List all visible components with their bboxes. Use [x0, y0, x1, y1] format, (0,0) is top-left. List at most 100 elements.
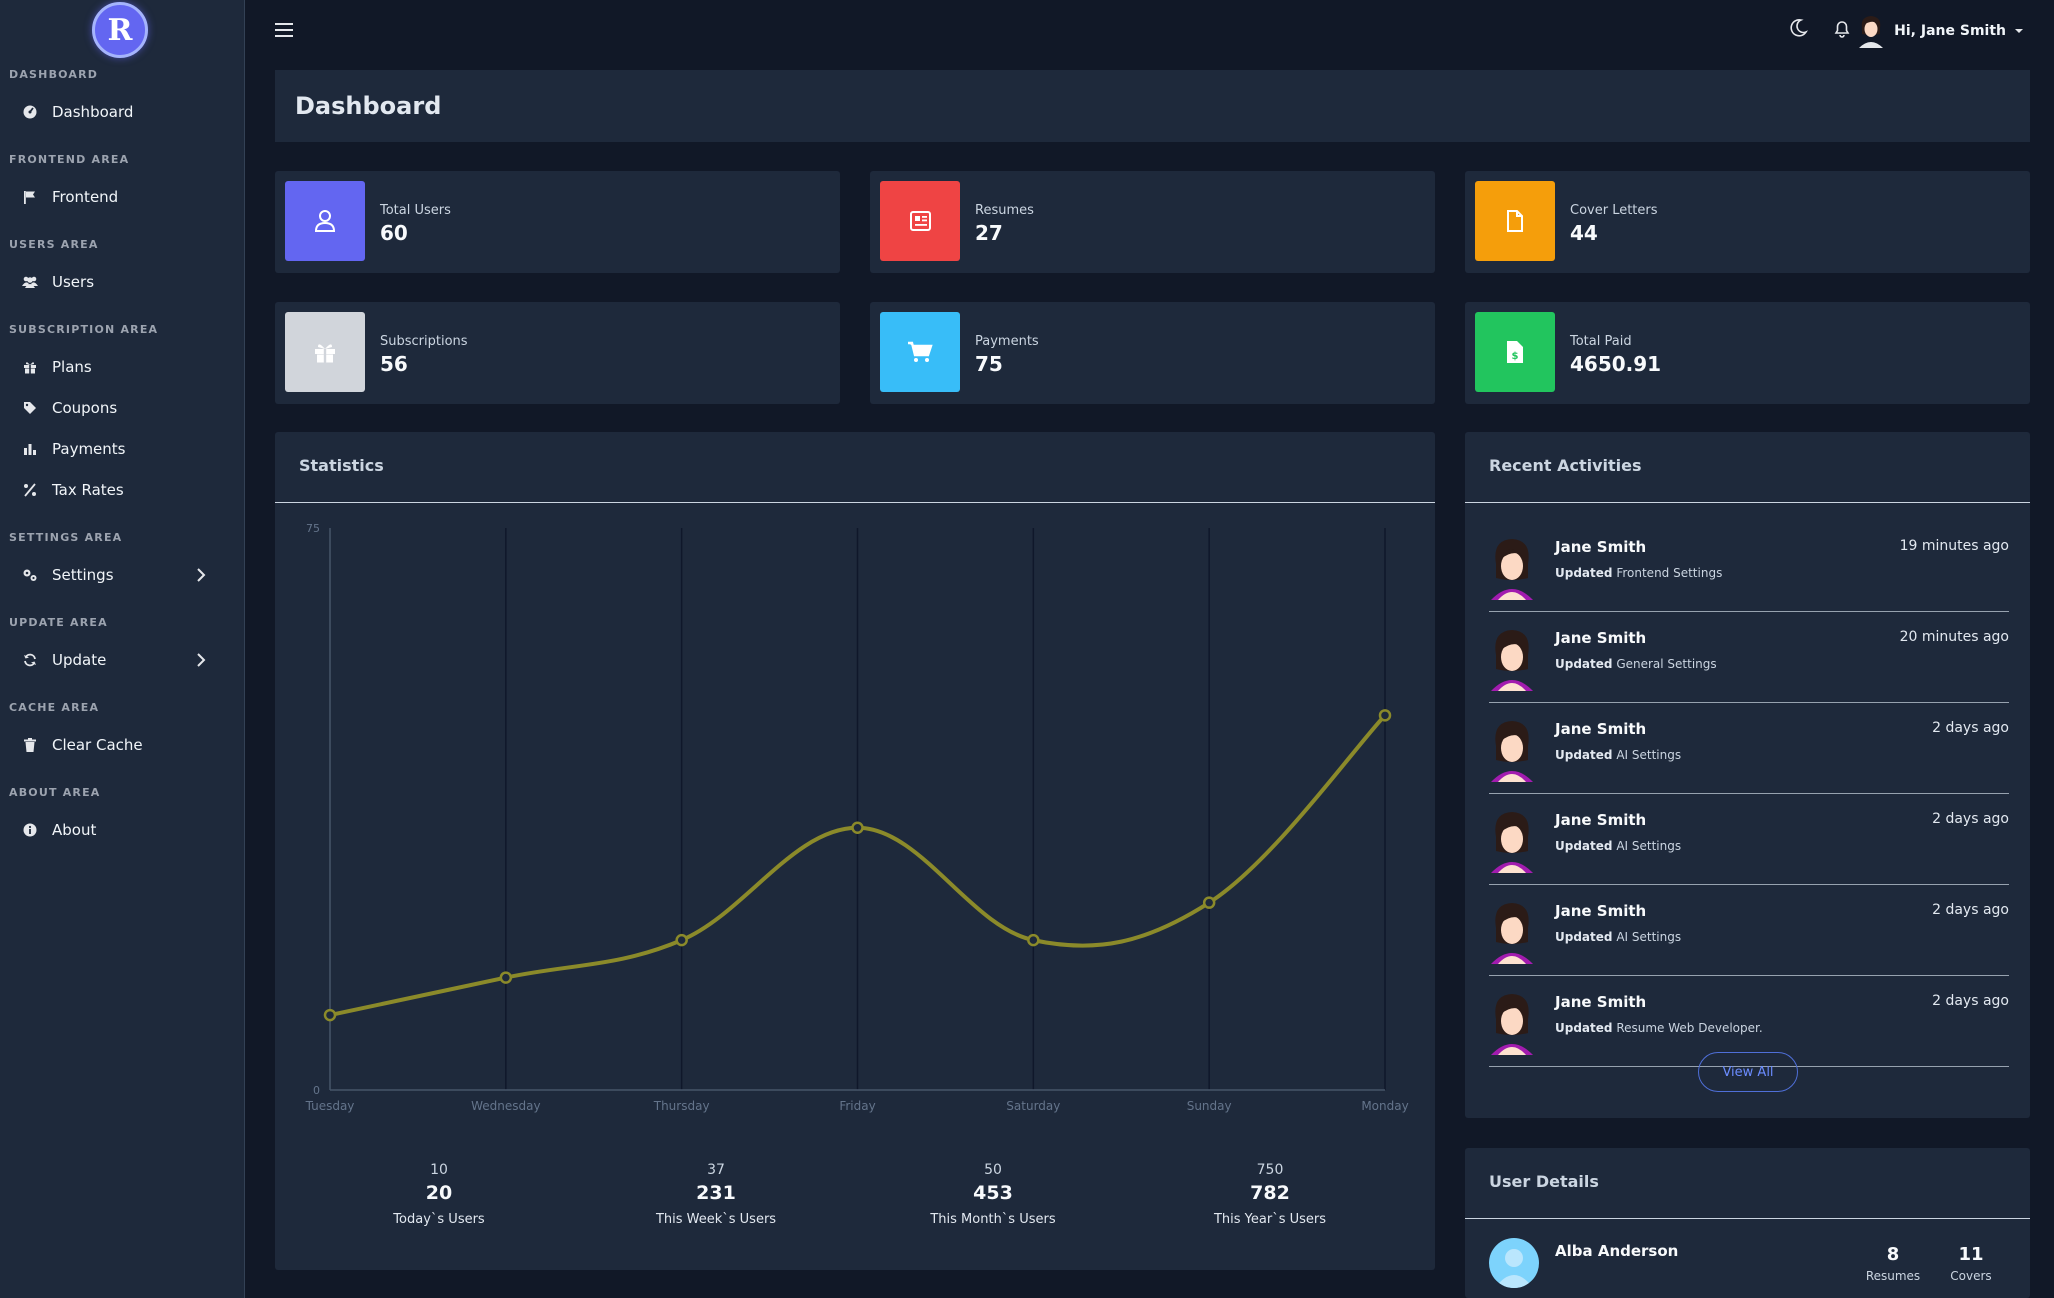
sidebar-item-frontend[interactable]: Frontend	[0, 179, 244, 215]
x-tick-label: Sunday	[1187, 1099, 1232, 1113]
y-tick-label: 75	[306, 522, 320, 535]
activity-item[interactable]: Jane Smith Updated AI Settings 2 days ago	[1489, 704, 2009, 794]
file-icon	[1475, 181, 1555, 261]
sidebar: R DASHBOARD Dashboard FRONTEND AREA Fron…	[0, 0, 245, 1298]
activity-item[interactable]: Jane Smith Updated AI Settings 2 days ago	[1489, 795, 2009, 885]
user-detail-row[interactable]: Alba Anderson 8 Resumes 11 Covers	[1489, 1238, 2009, 1298]
stat-label: Resumes	[1865, 1269, 1921, 1283]
bell-icon[interactable]	[1832, 18, 1852, 38]
summary-month: 50 453 This Month`s Users	[893, 1162, 1093, 1227]
percent-icon	[22, 482, 38, 498]
user-icon	[285, 181, 365, 261]
stat-value: 56	[380, 352, 408, 376]
activity-description: Updated AI Settings	[1555, 748, 1681, 762]
sidebar-item-tax-rates[interactable]: Tax Rates	[0, 472, 244, 508]
stat-card-total-users[interactable]: Total Users 60	[275, 171, 840, 273]
moon-icon[interactable]	[1788, 18, 1808, 38]
section-dashboard: DASHBOARD	[9, 68, 99, 81]
avatar	[1489, 807, 1535, 873]
sidebar-item-payments[interactable]: Payments	[0, 431, 244, 467]
sidebar-item-about[interactable]: About	[0, 812, 244, 848]
page-header: Dashboard	[275, 70, 2030, 142]
divider	[1465, 502, 2030, 503]
panel-title: Recent Activities	[1489, 456, 1642, 475]
sidebar-item-label: Payments	[52, 440, 126, 458]
stat-card-total-paid[interactable]: $ Total Paid 4650.91	[1465, 302, 2030, 404]
activity-detail: Resume Web Developer.	[1616, 1021, 1763, 1035]
divider	[275, 502, 1435, 503]
stat-card-resumes[interactable]: Resumes 27	[870, 171, 1435, 273]
summary-big: 782	[1250, 1182, 1290, 1204]
x-tick-label: Friday	[839, 1099, 875, 1113]
sidebar-item-dashboard[interactable]: Dashboard	[0, 94, 244, 130]
stat-value: 44	[1570, 221, 1598, 245]
gift-icon	[285, 312, 365, 392]
cart-icon	[880, 312, 960, 392]
stat-label: Resumes	[975, 203, 1034, 218]
activity-item[interactable]: Jane Smith Updated Frontend Settings 19 mi…	[1489, 522, 2009, 612]
activity-item[interactable]: Jane Smith Updated General Settings 20 min…	[1489, 613, 2009, 703]
divider	[1465, 1218, 2030, 1219]
activity-action: Updated	[1555, 748, 1613, 762]
activity-item[interactable]: Jane Smith Updated AI Settings 2 days ago	[1489, 886, 2009, 976]
activity-detail: Frontend Settings	[1616, 566, 1723, 580]
summary-small: 37	[707, 1162, 725, 1178]
x-tick-label: Wednesday	[471, 1099, 540, 1113]
summary-caption: This Week`s Users	[655, 1212, 777, 1227]
section-frontend: FRONTEND AREA	[9, 153, 130, 166]
activity-user: Jane Smith	[1555, 629, 1647, 647]
sidebar-item-coupons[interactable]: Coupons	[0, 390, 244, 426]
activity-user: Jane Smith	[1555, 720, 1647, 738]
summary-small: 50	[984, 1162, 1002, 1178]
stat-number: 11	[1958, 1244, 1984, 1265]
activity-user: Jane Smith	[1555, 538, 1647, 556]
summary-week: 37 231 This Week`s Users	[616, 1162, 816, 1227]
section-users: USERS AREA	[9, 238, 99, 251]
menu-icon[interactable]	[275, 22, 293, 38]
activity-detail: AI Settings	[1616, 839, 1682, 853]
info-icon	[22, 822, 38, 838]
panel-title: Statistics	[299, 456, 384, 475]
data-point	[1027, 933, 1040, 947]
svg-text:$: $	[1512, 351, 1519, 362]
activity-time: 19 minutes ago	[1899, 538, 2009, 554]
activity-action: Updated	[1555, 657, 1613, 671]
activity-time: 2 days ago	[1932, 811, 2009, 827]
data-point	[1202, 896, 1216, 909]
stat-card-cover-letters[interactable]: Cover Letters 44	[1465, 171, 2030, 273]
activity-time: 2 days ago	[1932, 720, 2009, 736]
divider	[1489, 611, 2009, 612]
sidebar-item-settings[interactable]: Settings	[0, 557, 244, 593]
user-covers-count: 11 Covers	[1941, 1244, 2001, 1283]
sidebar-item-plans[interactable]: Plans	[0, 349, 244, 385]
sidebar-item-clear-cache[interactable]: Clear Cache	[0, 727, 244, 763]
divider	[1489, 793, 2009, 794]
gift-icon	[22, 359, 38, 375]
avatar	[1489, 989, 1535, 1055]
stat-label: Payments	[975, 334, 1039, 349]
sidebar-item-update[interactable]: Update	[0, 642, 244, 678]
x-tick-label: Thursday	[653, 1099, 710, 1113]
avatar	[1489, 625, 1535, 691]
bar-chart-icon	[22, 441, 38, 457]
activity-action: Updated	[1555, 930, 1613, 944]
logo[interactable]: R	[92, 2, 148, 58]
view-all-button[interactable]: View All	[1698, 1052, 1798, 1092]
activity-item[interactable]: Jane Smith Updated Resume Web Developer. 2…	[1489, 977, 2009, 1067]
section-update: UPDATE AREA	[9, 616, 108, 629]
user-menu[interactable]: Hi, Jane Smith	[1856, 14, 2024, 48]
newspaper-icon	[880, 181, 960, 261]
stat-card-payments[interactable]: Payments 75	[870, 302, 1435, 404]
stat-card-subscriptions[interactable]: Subscriptions 56	[275, 302, 840, 404]
summary-big: 231	[696, 1182, 736, 1204]
sidebar-item-users[interactable]: Users	[0, 264, 244, 300]
summary-small: 750	[1256, 1162, 1284, 1178]
sidebar-item-label: Frontend	[52, 188, 119, 206]
sidebar-item-label: About	[52, 821, 97, 839]
activity-description: Updated AI Settings	[1555, 930, 1681, 944]
stat-label: Total Users	[380, 203, 451, 218]
activity-description: Updated Resume Web Developer.	[1555, 1021, 1763, 1035]
avatar	[1489, 534, 1535, 600]
sidebar-item-label: Tax Rates	[52, 481, 124, 499]
topbar: Hi, Jane Smith	[245, 0, 2054, 62]
